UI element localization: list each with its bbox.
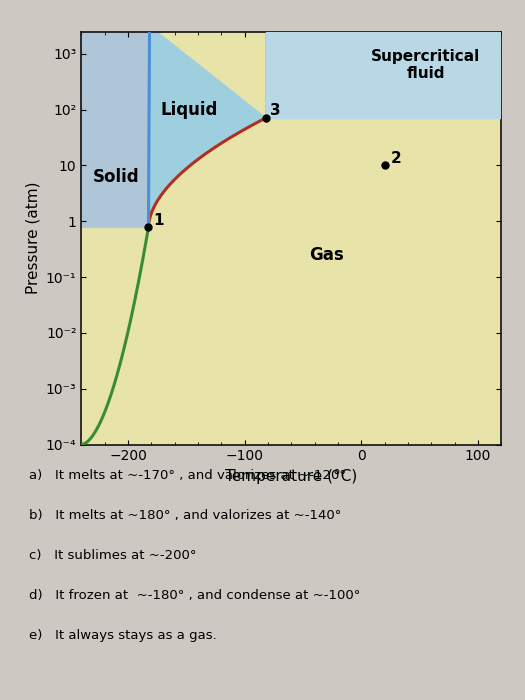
Text: e)   It always stays as a gas.: e) It always stays as a gas. [29, 629, 217, 642]
Text: Supercritical
fluid: Supercritical fluid [371, 49, 480, 81]
Text: Liquid: Liquid [160, 101, 217, 118]
Text: d)   It frozen at  ~-180° , and condense at ~-100°: d) It frozen at ~-180° , and condense at… [29, 589, 360, 602]
Text: 1: 1 [153, 213, 164, 228]
Text: a)   It melts at ~-170° , and valorizes at ~-120°: a) It melts at ~-170° , and valorizes at… [29, 469, 346, 482]
Text: c)   It sublimes at ~-200°: c) It sublimes at ~-200° [29, 549, 196, 562]
X-axis label: Temperature (°C): Temperature (°C) [225, 469, 358, 484]
Y-axis label: Pressure (atm): Pressure (atm) [25, 182, 40, 294]
Text: Solid: Solid [93, 167, 140, 186]
Text: b)   It melts at ~180° , and valorizes at ~-140°: b) It melts at ~180° , and valorizes at … [29, 509, 341, 522]
Polygon shape [81, 26, 150, 228]
Text: Gas: Gas [309, 246, 344, 264]
Polygon shape [266, 26, 501, 118]
Text: 2: 2 [391, 150, 401, 166]
Text: 3: 3 [270, 103, 281, 118]
Polygon shape [149, 26, 266, 228]
